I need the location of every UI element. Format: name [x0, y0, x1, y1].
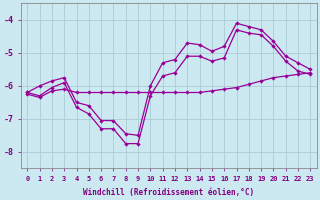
- X-axis label: Windchill (Refroidissement éolien,°C): Windchill (Refroidissement éolien,°C): [83, 188, 254, 197]
